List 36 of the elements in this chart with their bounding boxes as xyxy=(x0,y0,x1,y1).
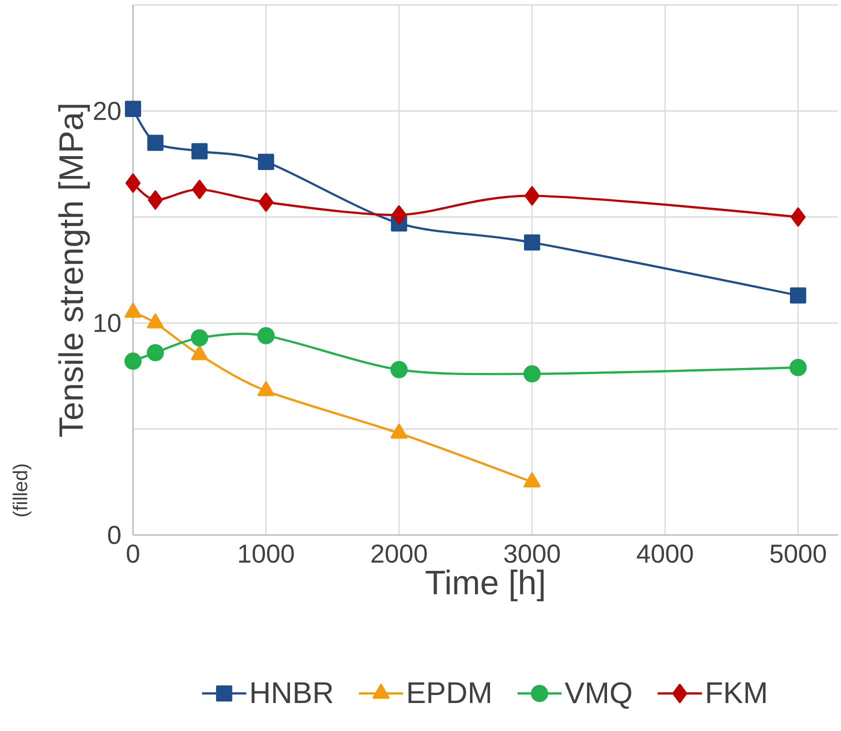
y-tick-label: 0 xyxy=(108,526,120,544)
point xyxy=(147,134,164,151)
point xyxy=(258,154,274,170)
y-axis-title: Tensile strength [MPa] xyxy=(58,104,90,437)
point xyxy=(191,143,208,160)
text: (filled) xyxy=(12,464,32,516)
point xyxy=(523,365,541,382)
point xyxy=(124,352,142,370)
point xyxy=(258,192,274,212)
x-tick-label: 1000 xyxy=(239,544,294,563)
point xyxy=(790,358,807,376)
y-tick-label: 10 xyxy=(94,314,120,332)
legend-label: HNBR xyxy=(252,682,333,703)
point xyxy=(148,190,163,210)
x-tick-label: 3000 xyxy=(504,544,560,563)
point xyxy=(524,186,540,206)
point xyxy=(257,327,275,344)
point xyxy=(126,173,140,193)
x-tick-label: 5000 xyxy=(770,544,826,563)
x-tick-label: 2000 xyxy=(372,544,427,563)
x-tick-label: 0 xyxy=(126,544,140,563)
point xyxy=(524,234,540,251)
point xyxy=(790,207,806,227)
point xyxy=(146,344,164,362)
legend-label: EPDM xyxy=(408,682,490,703)
legend-label: FKM xyxy=(707,682,766,703)
point xyxy=(392,205,407,224)
y-tick-label: 20 xyxy=(94,102,120,120)
x-axis-title: Time [h] xyxy=(426,570,544,602)
x-tick-label: 4000 xyxy=(636,544,693,563)
point xyxy=(124,100,142,117)
point xyxy=(390,361,408,378)
point xyxy=(790,287,806,304)
legend-label: VMQ xyxy=(564,682,632,709)
point xyxy=(192,180,207,200)
point xyxy=(190,329,208,346)
